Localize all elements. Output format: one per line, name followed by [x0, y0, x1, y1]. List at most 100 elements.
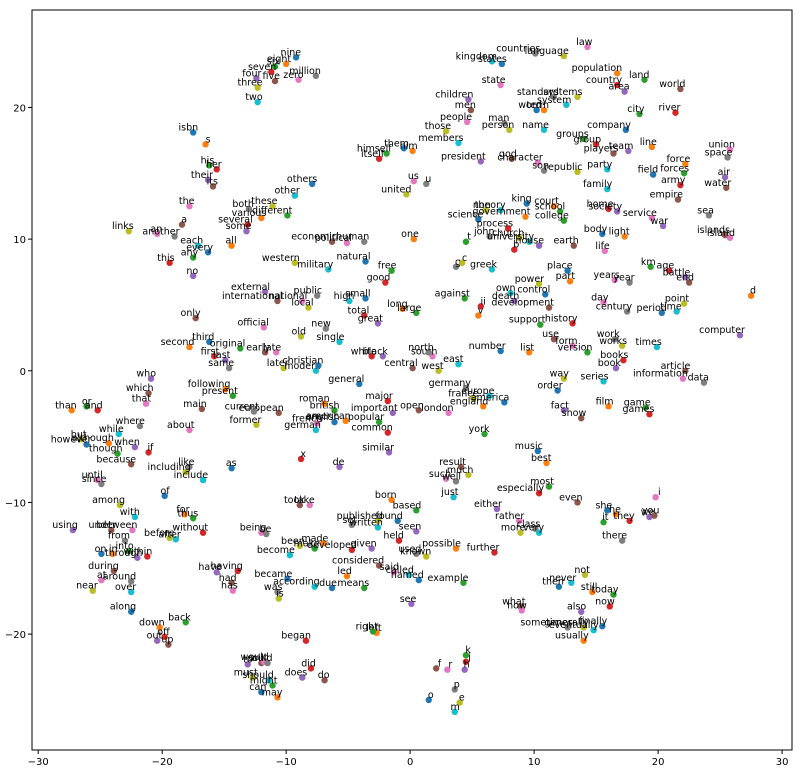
point-label: as [226, 458, 237, 469]
point-label: current [225, 402, 260, 413]
point-label: show [562, 408, 587, 419]
point-label: both [232, 199, 254, 210]
point [600, 299, 607, 306]
point [604, 507, 611, 514]
point-label: generally [544, 618, 589, 629]
point-label: america [471, 392, 510, 403]
point [408, 600, 415, 608]
point [409, 147, 416, 155]
point [260, 324, 268, 331]
point-label: own [496, 283, 516, 294]
point [389, 409, 396, 417]
point-label: london [421, 403, 453, 414]
point [621, 88, 628, 95]
point [685, 279, 693, 286]
point-label: germany [429, 378, 472, 389]
point-label: de [333, 457, 345, 468]
point-label: she [595, 500, 612, 511]
point [726, 146, 734, 153]
point-label: national [269, 291, 308, 302]
point [648, 214, 656, 222]
point-label: language [525, 46, 569, 57]
point [410, 235, 418, 243]
x-tick-label: 10 [528, 757, 541, 768]
point [532, 50, 539, 57]
point-label: country [586, 75, 623, 86]
point-label: christian [282, 356, 323, 367]
point [336, 338, 343, 346]
point-label: said [380, 562, 399, 573]
point-label: back [168, 612, 191, 623]
point-label: found [376, 511, 403, 522]
point-label: son [532, 161, 549, 172]
point-label: series [580, 371, 608, 382]
point [477, 303, 485, 310]
point-label: day [591, 292, 609, 303]
point-label: each [180, 236, 203, 247]
point [105, 440, 113, 447]
point [651, 512, 658, 519]
point-label: union [708, 140, 735, 151]
point-label: which [126, 383, 154, 394]
point-label: he [609, 504, 621, 515]
point [116, 501, 124, 509]
point [312, 367, 320, 374]
point [600, 519, 607, 526]
point [569, 320, 576, 327]
point [253, 421, 260, 428]
point [600, 378, 607, 385]
point [165, 641, 172, 648]
point [606, 603, 613, 610]
point-label: non [473, 200, 491, 211]
point-label: down [139, 618, 165, 629]
point-label: college [535, 211, 569, 222]
point-label: km [641, 257, 656, 268]
point-label: even [559, 492, 582, 503]
point-label: article [661, 361, 691, 372]
point [646, 513, 653, 521]
point [388, 267, 395, 274]
point [115, 430, 122, 438]
point [409, 364, 416, 372]
point-label: h [464, 660, 470, 671]
point [222, 386, 229, 393]
point [296, 542, 303, 550]
point-label: began [281, 631, 311, 642]
point-label: islands [697, 225, 730, 236]
point [299, 297, 306, 305]
point [564, 267, 571, 274]
point-label: total [348, 305, 370, 316]
point [534, 447, 542, 455]
point-label: has [221, 581, 238, 592]
point [342, 417, 349, 425]
point-label: battle [663, 267, 691, 278]
point [672, 109, 679, 116]
point-label: science [448, 209, 484, 220]
point-label: control [517, 284, 550, 295]
point-label: light [609, 226, 630, 237]
point [507, 289, 514, 297]
point-label: where [116, 416, 145, 427]
point-label: became [254, 569, 292, 580]
point-label: similar [362, 442, 394, 453]
point-label: family [583, 179, 613, 190]
point [403, 191, 410, 198]
point [375, 155, 383, 162]
point-label: france [448, 388, 478, 399]
point-label: empire [650, 190, 683, 201]
point-label: present [202, 386, 238, 397]
point [578, 414, 585, 422]
point [348, 546, 356, 554]
point [89, 587, 96, 594]
point-label: fact [551, 400, 569, 411]
point [504, 225, 512, 232]
point-label: groups [556, 129, 589, 140]
point [563, 101, 570, 109]
point-label: west [421, 361, 444, 372]
point-label: s [206, 134, 211, 145]
point [535, 280, 543, 288]
point-label: under [89, 520, 117, 531]
point-label: him [400, 141, 418, 152]
point [189, 272, 197, 280]
point [674, 196, 682, 203]
